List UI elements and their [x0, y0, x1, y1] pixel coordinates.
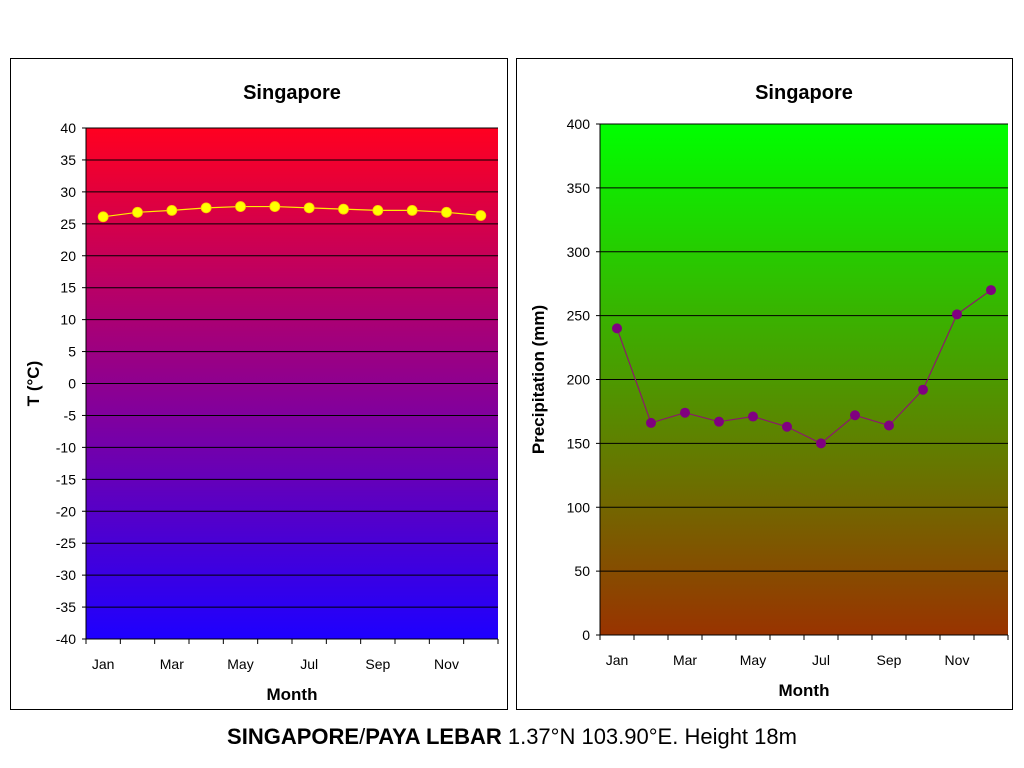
data-point	[97, 211, 109, 223]
y-tick-label: 200	[567, 372, 591, 388]
station-name-part1: SINGAPORE	[227, 724, 360, 749]
chart-title: Singapore	[755, 82, 853, 104]
data-point	[406, 204, 418, 216]
data-point	[918, 384, 928, 395]
data-point	[646, 417, 656, 428]
temperature-chart: -40 -35 -30 -25 -20 -15 -10 -5 0 5 10 15 20 25 30 35 40 J…	[24, 82, 499, 704]
x-axis-title: Month	[779, 681, 830, 700]
y-tick-label: -40	[56, 631, 76, 647]
y-tick-label: 50	[574, 563, 590, 579]
y-tick-label: 40	[60, 120, 76, 136]
y-tick-label: -15	[56, 471, 76, 487]
x-tick-label: Jul	[812, 652, 830, 668]
x-tick-label: Mar	[160, 656, 184, 672]
y-axis-title: T (°C)	[24, 361, 43, 407]
data-point	[235, 201, 246, 212]
x-tick-label: Jan	[92, 656, 115, 672]
y-tick-label: -20	[56, 503, 76, 519]
data-point	[200, 202, 212, 214]
y-tick-label: 250	[567, 308, 591, 324]
y-tick-label: 20	[60, 248, 76, 264]
data-point	[612, 323, 622, 334]
data-point	[372, 204, 384, 216]
station-details: 1.37°N 103.90°E. Height 18m	[501, 724, 797, 749]
data-point	[338, 203, 349, 215]
station-name-part2: PAYA LEBAR	[365, 724, 502, 749]
data-point	[269, 201, 281, 212]
y-tick-label: 150	[567, 435, 591, 451]
x-tick-label: Jan	[606, 652, 629, 668]
data-point	[782, 421, 792, 432]
data-point	[303, 202, 315, 214]
data-point	[850, 410, 860, 421]
x-tick-label: May	[227, 656, 253, 672]
x-axis-title: Month	[267, 685, 318, 704]
y-tick-label: 300	[567, 244, 591, 260]
data-point	[475, 210, 487, 221]
x-tick-label: Nov	[945, 652, 970, 668]
y-tick-label: -10	[56, 439, 76, 455]
data-point	[952, 309, 962, 320]
y-tick-label: 35	[60, 152, 76, 168]
precipitation-chart-panel: 0 50 100 150 200 250 300 350 400 Jan Mar May Jul Sep N…	[516, 58, 1013, 710]
x-tick-label: Jul	[300, 656, 318, 672]
y-tick-label: 5	[68, 344, 76, 360]
x-tick-label: Sep	[877, 652, 902, 668]
chart-title: Singapore	[243, 82, 341, 104]
x-tick-label: Nov	[434, 656, 459, 672]
data-point	[816, 438, 826, 449]
series-line	[103, 205, 481, 218]
y-tick-label: 10	[60, 312, 76, 328]
y-tick-label: -30	[56, 567, 76, 583]
x-tick-label: May	[740, 652, 766, 668]
x-tick-label: Mar	[673, 652, 697, 668]
y-tick-label: 350	[567, 180, 591, 196]
data-point	[441, 206, 452, 218]
y-tick-label: 0	[582, 627, 590, 643]
y-tick-label: 100	[567, 499, 591, 515]
series-line	[616, 289, 992, 445]
precipitation-chart: 0 50 100 150 200 250 300 350 400 Jan Mar May Jul Sep N…	[529, 82, 1009, 700]
y-tick-label: 400	[567, 116, 591, 132]
data-point	[166, 204, 178, 216]
station-separator: /	[359, 724, 366, 749]
data-point	[714, 416, 724, 427]
station-caption: SINGAPORE/PAYA LEBAR 1.37°N 103.90°E. He…	[0, 724, 1024, 750]
y-tick-label: -25	[56, 535, 76, 551]
y-tick-label: 0	[68, 376, 76, 392]
data-point	[132, 206, 143, 218]
data-point	[986, 285, 996, 296]
y-tick-label: 25	[60, 216, 76, 232]
y-tick-label: 30	[60, 184, 76, 200]
x-tick-label: Sep	[365, 656, 390, 672]
temperature-chart-panel: -40 -35 -30 -25 -20 -15 -10 -5 0 5 10 15 20 25 30 35 40 J…	[10, 58, 508, 710]
y-tick-label: 15	[60, 280, 76, 296]
y-tick-label: -5	[64, 407, 77, 423]
data-point	[680, 407, 690, 418]
data-point	[884, 420, 894, 431]
y-axis-title: Precipitation (mm)	[529, 305, 548, 454]
y-tick-label: -35	[56, 599, 76, 615]
data-point	[748, 411, 758, 422]
